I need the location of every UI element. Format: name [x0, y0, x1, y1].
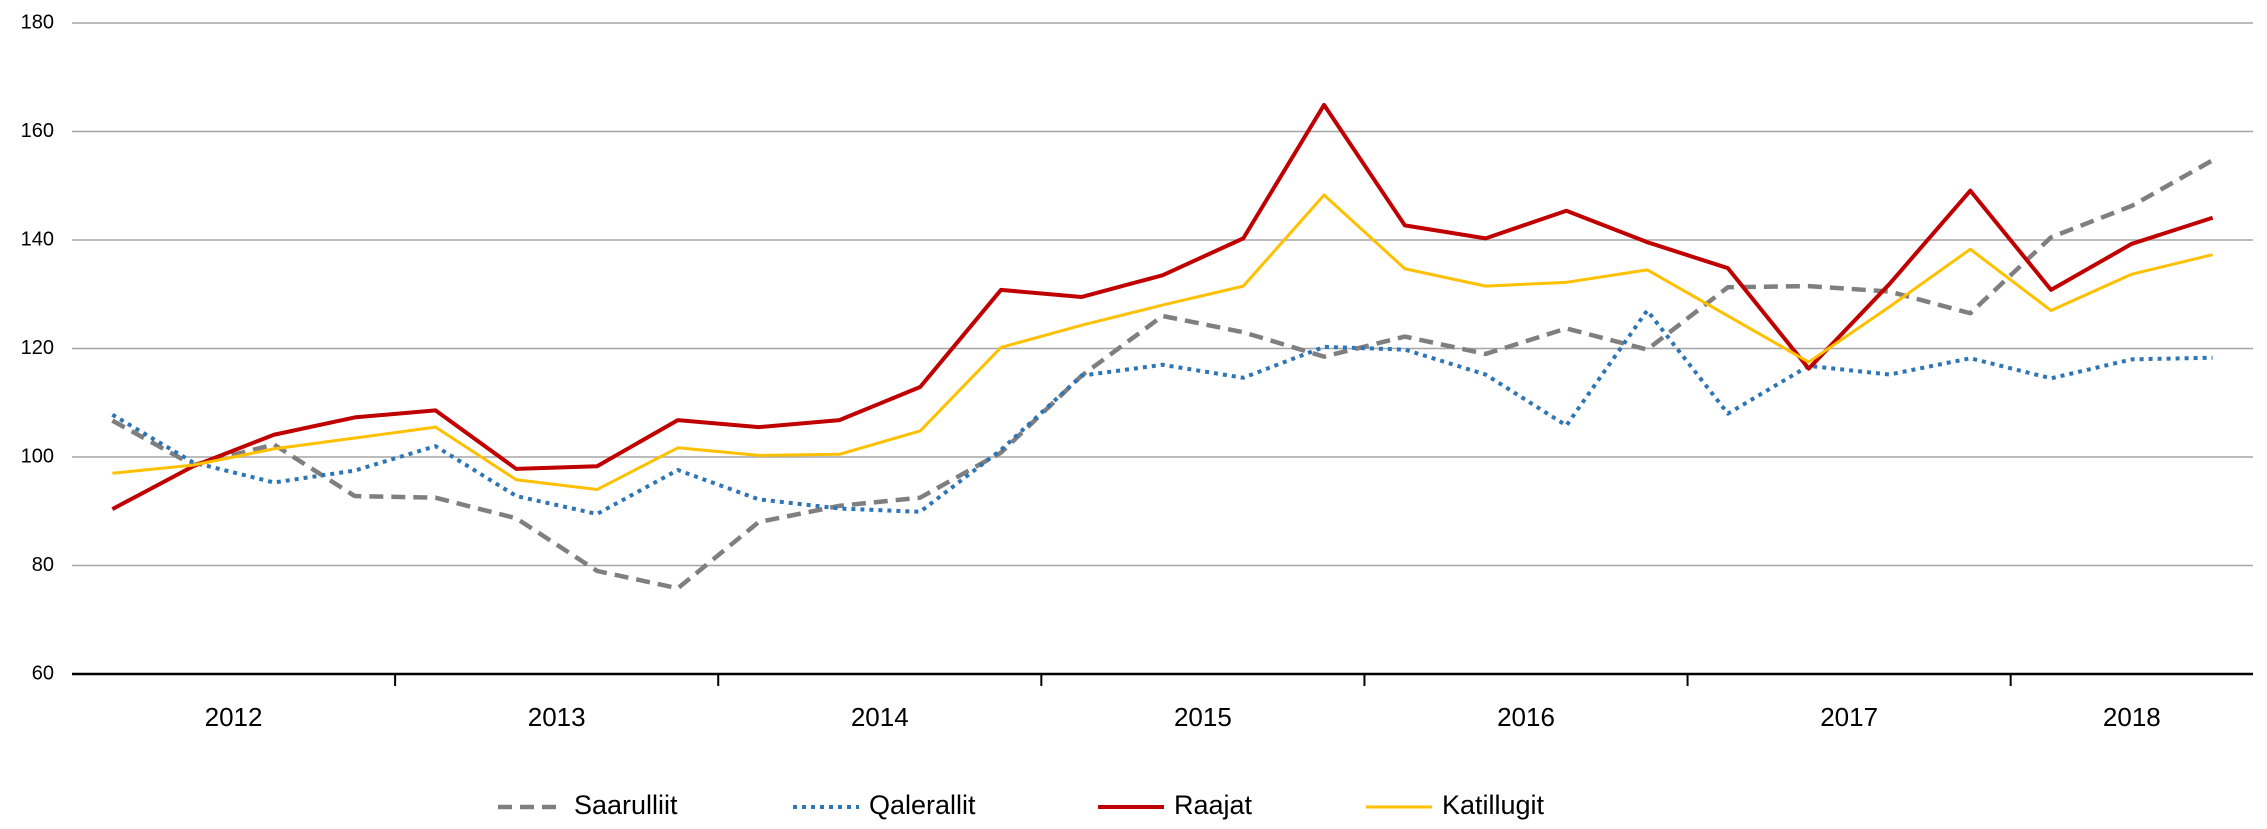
series-line [112, 193, 2213, 492]
x-tick-label: 2016 [1497, 702, 1555, 732]
legend-label: Qalerallit [869, 790, 976, 820]
y-tick-label: 100 [21, 445, 54, 467]
x-tick-label: 2012 [205, 702, 263, 732]
x-tick-label: 2015 [1174, 702, 1232, 732]
x-tick-label: 2017 [1820, 702, 1878, 732]
y-tick-label: 80 [32, 554, 54, 576]
series-line [111, 308, 2213, 516]
x-tick-label: 2018 [2103, 702, 2161, 732]
legend-label: Raajat [1174, 790, 1253, 820]
legend-label: Katillugit [1442, 790, 1545, 820]
series-line [111, 158, 2214, 591]
y-tick-label: 160 [21, 120, 54, 142]
series-line [111, 102, 2214, 511]
y-tick-label: 140 [21, 228, 54, 250]
y-tick-label: 60 [32, 662, 54, 684]
x-tick-label: 2014 [851, 702, 909, 732]
x-tick-label: 2013 [528, 702, 586, 732]
y-tick-label: 120 [21, 337, 54, 359]
legend-label: Saarulliit [574, 790, 678, 820]
y-tick-label: 180 [21, 11, 54, 33]
